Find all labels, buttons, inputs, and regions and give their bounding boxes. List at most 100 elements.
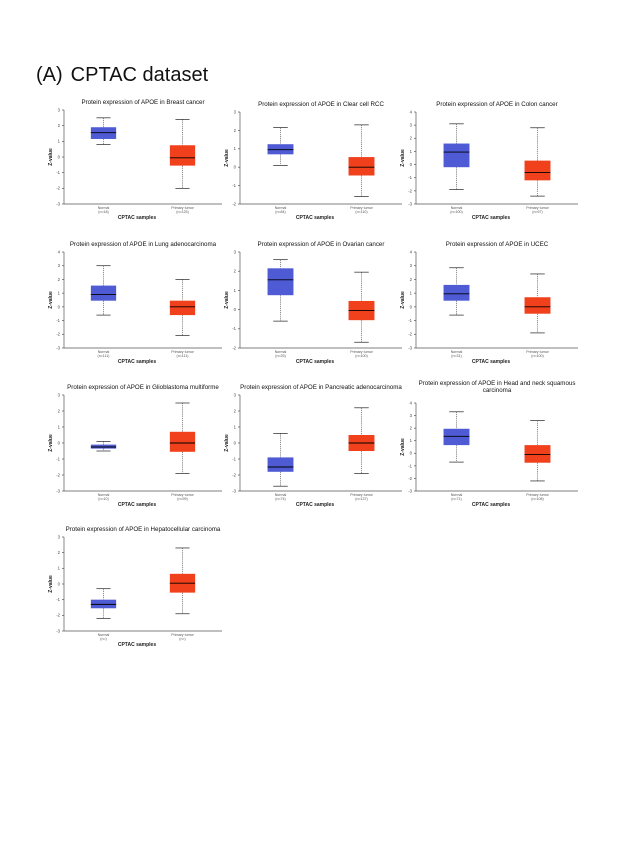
category-count: (n=97): [532, 210, 543, 214]
x-axis-label: CPTAC samples: [296, 359, 334, 365]
x-axis-label: CPTAC samples: [472, 502, 510, 508]
y-tick-label: 0: [234, 165, 237, 170]
y-axis-label: Z-value: [224, 149, 230, 167]
box-normal: [90, 285, 117, 301]
chart-title: Protein expression of APOE in Pancreatic…: [240, 384, 402, 391]
y-tick-label: 2: [234, 408, 237, 413]
y-axis-label: Z-value: [400, 149, 406, 167]
category-count: (n=10): [98, 497, 109, 501]
y-tick-label: -3: [232, 488, 236, 493]
box-plot-chart: Protein expression of APOE in Colon canc…: [400, 101, 578, 221]
y-tick-label: -1: [408, 463, 412, 468]
category-count: (n=71): [451, 497, 462, 501]
y-tick-label: -1: [408, 175, 412, 180]
chart-title: Protein expression of APOE in UCEC: [446, 241, 549, 248]
box-tumor: [348, 157, 375, 176]
y-tick-label: -2: [56, 613, 60, 618]
x-axis-label: CPTAC samples: [296, 215, 334, 221]
category-label: Normal: [451, 350, 463, 354]
dataset-title: CPTAC dataset: [70, 64, 209, 86]
category-count: (n=31): [451, 354, 462, 358]
y-axis-label: Z-value: [48, 148, 54, 166]
category-label: Primary tumor: [350, 493, 373, 497]
y-tick-label: 3: [58, 534, 61, 539]
category-label: Primary tumor: [526, 493, 549, 497]
y-tick-label: -1: [56, 456, 60, 461]
y-tick-label: 3: [410, 263, 413, 268]
category-label: Normal: [98, 633, 110, 637]
box-tumor: [169, 300, 196, 316]
box-normal: [443, 284, 470, 301]
y-tick-label: -2: [232, 201, 236, 206]
y-tick-label: -2: [408, 188, 412, 193]
chart-title: Protein expression of APOE in Head and n…: [419, 380, 576, 387]
category-count: (n=137): [355, 497, 368, 501]
box-plot-chart: Protein expression of APOE in Clear cell…: [224, 101, 402, 221]
category-count: (n=25): [275, 354, 286, 358]
category-count: (n=99): [177, 497, 188, 501]
x-axis-label: CPTAC samples: [472, 215, 510, 221]
category-count: (n=): [100, 637, 107, 641]
y-tick-label: 3: [58, 107, 61, 112]
y-tick-label: -3: [408, 345, 412, 350]
y-tick-label: 1: [58, 291, 61, 296]
box-normal: [267, 268, 294, 296]
y-axis-label: Z-value: [48, 434, 54, 452]
chart-title: Protein expression of APOE in Ovarian ca…: [258, 241, 385, 248]
chart-title: Protein expression of APOE in Lung adeno…: [70, 241, 217, 248]
y-tick-label: 0: [58, 581, 61, 586]
y-tick-label: 3: [58, 263, 61, 268]
x-axis-label: CPTAC samples: [118, 359, 156, 365]
y-tick-label: 3: [58, 392, 61, 397]
category-count: (n=84): [275, 210, 286, 214]
y-tick-label: 2: [58, 550, 61, 555]
box-plot-chart: Protein expression of APOE in Lung adeno…: [48, 241, 222, 365]
category-label: Normal: [98, 350, 110, 354]
category-label: Normal: [451, 206, 463, 210]
category-count: (n=108): [531, 497, 544, 501]
y-axis-label: Z-value: [400, 438, 406, 456]
y-axis-label: Z-value: [224, 291, 230, 309]
box-plot-chart: Protein expression of APOE in Hepatocell…: [48, 526, 222, 648]
category-label: Primary tumor: [350, 350, 373, 354]
chart-title: Protein expression of APOE in Colon canc…: [436, 101, 557, 108]
y-tick-label: -3: [408, 201, 412, 206]
category-label: Normal: [98, 206, 110, 210]
y-tick-label: 4: [410, 109, 413, 114]
y-tick-label: 4: [58, 249, 61, 254]
y-tick-label: 1: [410, 149, 413, 154]
y-tick-label: 4: [410, 400, 413, 405]
y-tick-label: 1: [58, 139, 61, 144]
y-tick-label: -2: [232, 472, 236, 477]
category-count: (n=18): [98, 210, 109, 214]
box-normal: [267, 457, 294, 472]
y-axis-label: Z-value: [48, 575, 54, 593]
category-label: Normal: [275, 206, 287, 210]
chart-title: Protein expression of APOE in Breast can…: [81, 99, 204, 106]
y-axis-label: Z-value: [48, 291, 54, 309]
box-normal: [443, 143, 470, 168]
chart-title: Protein expression of APOE in Glioblasto…: [67, 384, 219, 391]
category-count: (n=125): [176, 210, 189, 214]
y-tick-label: -3: [56, 201, 60, 206]
y-tick-label: -1: [408, 318, 412, 323]
category-label: Primary tumor: [171, 350, 194, 354]
category-count: (n=100): [450, 210, 463, 214]
y-tick-label: 2: [234, 128, 237, 133]
y-tick-label: 0: [410, 304, 413, 309]
category-count: (n=111): [98, 354, 110, 358]
chart-title: carcinoma: [483, 387, 512, 394]
y-tick-label: 1: [234, 424, 237, 429]
y-tick-label: -1: [56, 318, 60, 323]
category-count: (n=110): [355, 210, 367, 214]
y-tick-label: 1: [234, 146, 237, 151]
y-tick-label: 0: [58, 304, 61, 309]
chart-title: Protein expression of APOE in Clear cell…: [258, 101, 384, 108]
y-tick-label: 3: [234, 392, 237, 397]
box-tumor: [524, 445, 551, 463]
y-tick-label: 3: [410, 123, 413, 128]
y-tick-label: -3: [56, 628, 60, 633]
category-count: (n=74): [275, 497, 286, 501]
y-tick-label: -1: [232, 326, 236, 331]
box-normal: [267, 144, 294, 155]
